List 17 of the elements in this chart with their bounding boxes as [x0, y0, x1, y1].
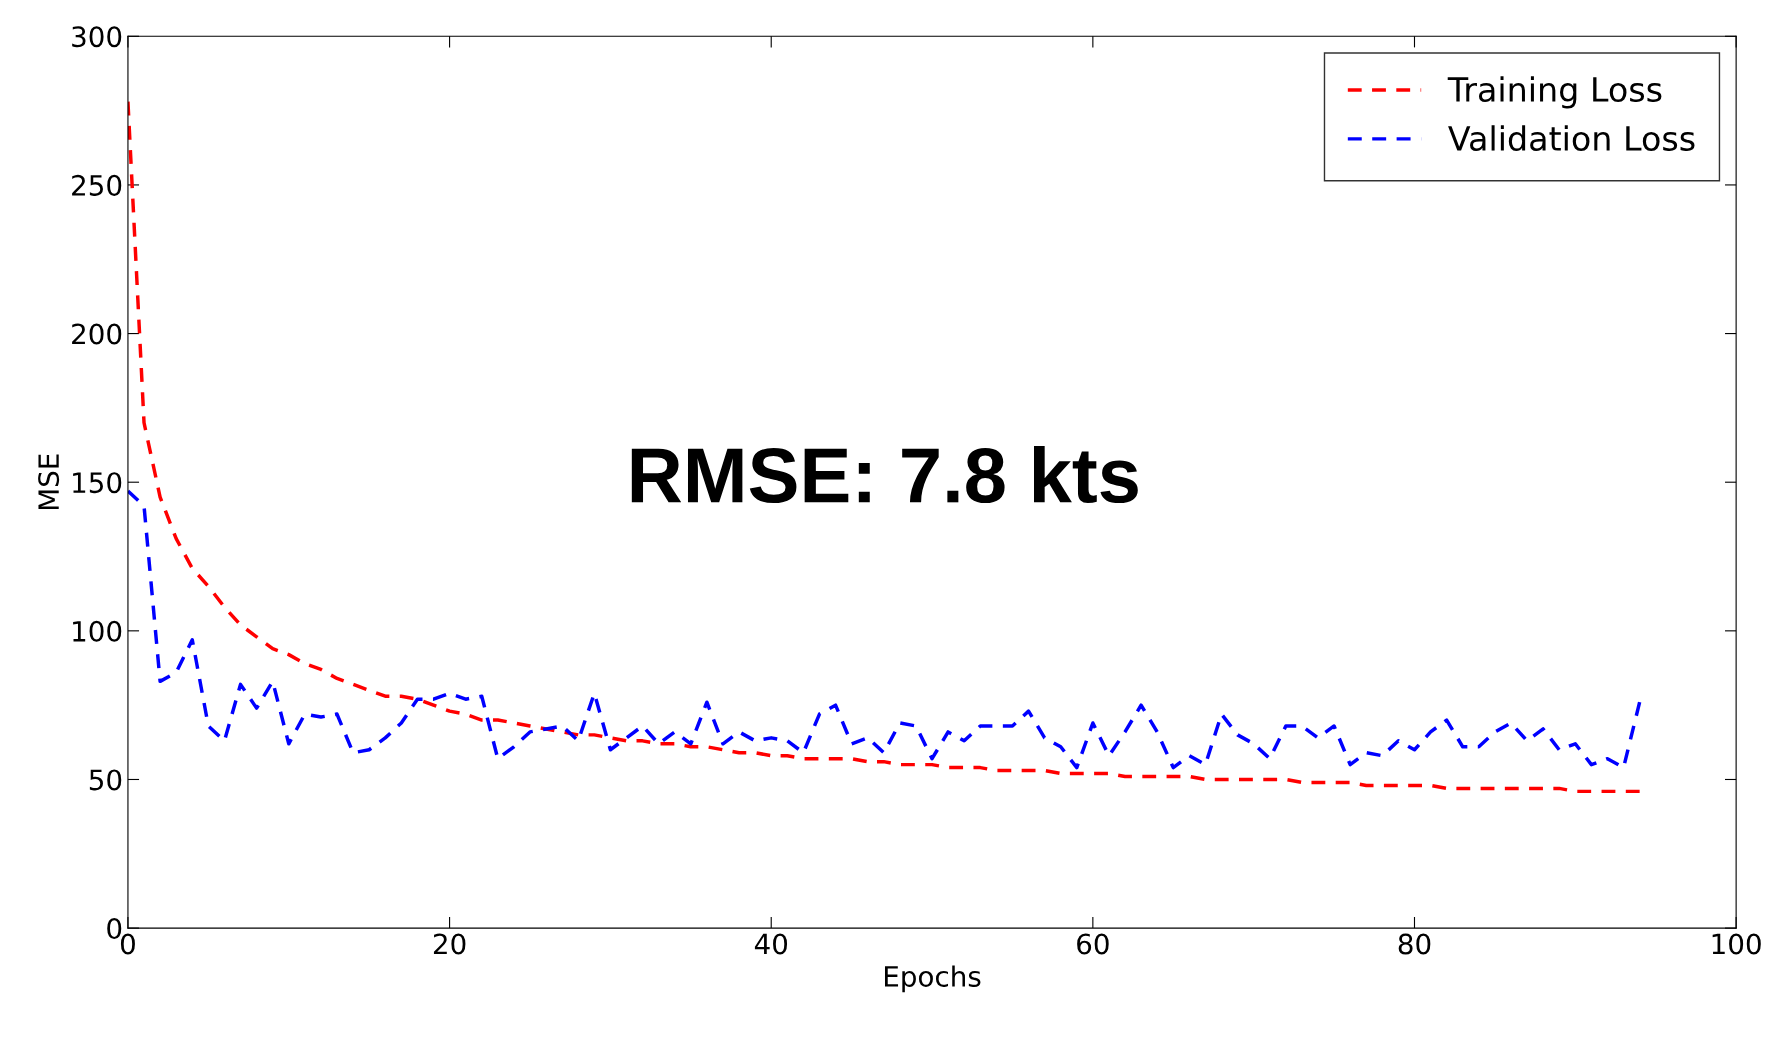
y-tick-label: 0 [107, 918, 122, 940]
y-tick-label: 100 [73, 620, 122, 642]
x-tick-label: 100 [1712, 933, 1761, 955]
legend-label: Validation Loss [1448, 125, 1695, 152]
x-axis-title: Epochs [885, 965, 981, 993]
x-tick-label: 80 [1398, 933, 1431, 955]
y-tick-label: 150 [73, 472, 122, 494]
y-tick-label: 50 [89, 769, 122, 791]
x-tick-label: 60 [1077, 933, 1109, 955]
y-axis-title: MSE [38, 454, 60, 510]
legend-label: Training Loss [1447, 76, 1662, 109]
annotation: RMSE: 7.8 kts [631, 445, 1138, 504]
y-tick-label: 300 [72, 26, 122, 48]
y-tick-label: 200 [72, 323, 122, 345]
x-tick-label: 20 [433, 933, 466, 955]
x-tick-label: 40 [754, 933, 788, 955]
y-tick-label: 250 [72, 174, 122, 196]
